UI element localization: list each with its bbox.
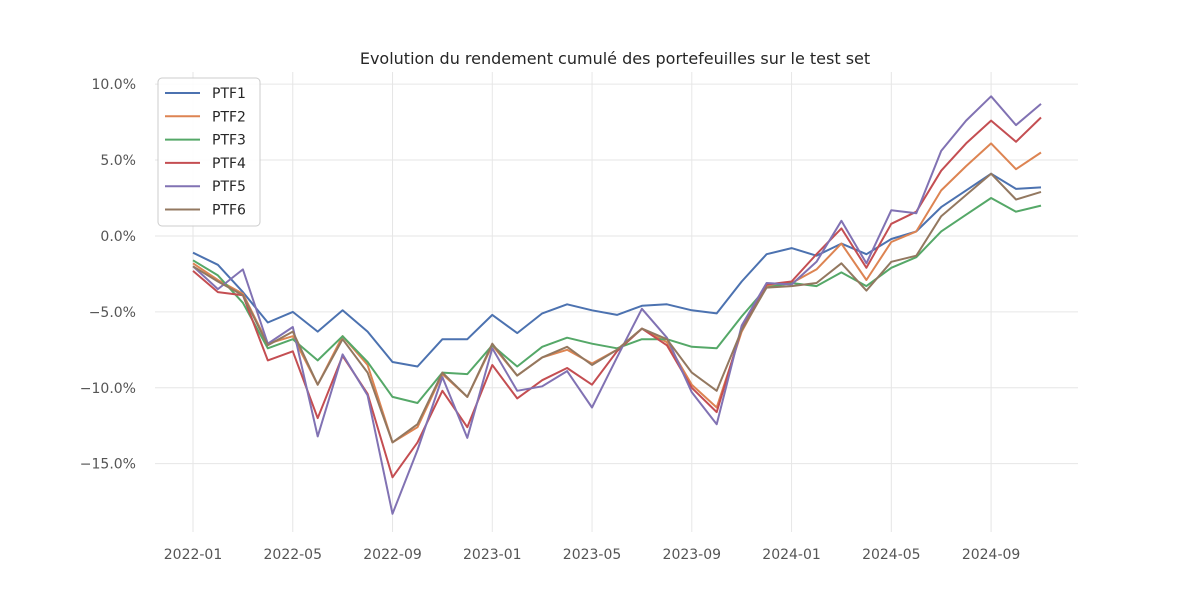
y-tick-label: −5.0% — [89, 305, 136, 321]
y-tick-label: 0.0% — [100, 229, 136, 245]
x-tick-label: 2024-09 — [962, 547, 1021, 563]
y-tick-label: −10.0% — [80, 381, 136, 397]
x-axis-ticks: 2022-01 2022-05 2022-09 2023-01 2023-05 2023-… — [164, 547, 1021, 563]
x-tick-label: 2024-05 — [862, 547, 921, 563]
x-tick-label: 2023-05 — [563, 547, 622, 563]
legend-label-ptf3: PTF3 — [212, 133, 246, 149]
x-tick-label: 2023-09 — [663, 547, 722, 563]
series-line-ptf6 — [192, 172, 1042, 444]
y-tick-label: 5.0% — [100, 153, 136, 169]
y-axis-ticks: 10.0% 5.0% 0.0% −5.0% −10.0% −15.0% — [80, 77, 136, 473]
y-tick-label: 10.0% — [92, 77, 136, 93]
x-tick-label: 2022-01 — [164, 547, 223, 563]
legend: PTF1 PTF2 PTF3 PTF4 PTF5 PTF6 — [157, 77, 261, 227]
x-tick-label: 2022-09 — [363, 547, 422, 563]
legend-frame — [157, 77, 261, 227]
legend-label-ptf1: PTF1 — [212, 86, 246, 102]
legend-label-ptf2: PTF2 — [212, 109, 246, 125]
legend-label-ptf4: PTF4 — [212, 156, 246, 172]
series-line-ptf1 — [192, 172, 1042, 368]
x-tick-label: 2023-01 — [463, 547, 522, 563]
series-line-ptf5 — [192, 95, 1042, 515]
legend-label-ptf6: PTF6 — [212, 203, 246, 219]
chart-title: Evolution du rendement cumulé des portef… — [360, 49, 870, 68]
series-lines — [192, 95, 1042, 515]
x-tick-label: 2024-01 — [762, 547, 821, 563]
grid-lines — [155, 72, 1078, 532]
y-tick-label: −15.0% — [80, 457, 136, 473]
x-tick-label: 2022-05 — [264, 547, 323, 563]
legend-label-ptf5: PTF5 — [212, 179, 246, 195]
series-line-ptf3 — [192, 197, 1042, 404]
series-line-ptf4 — [192, 116, 1042, 479]
